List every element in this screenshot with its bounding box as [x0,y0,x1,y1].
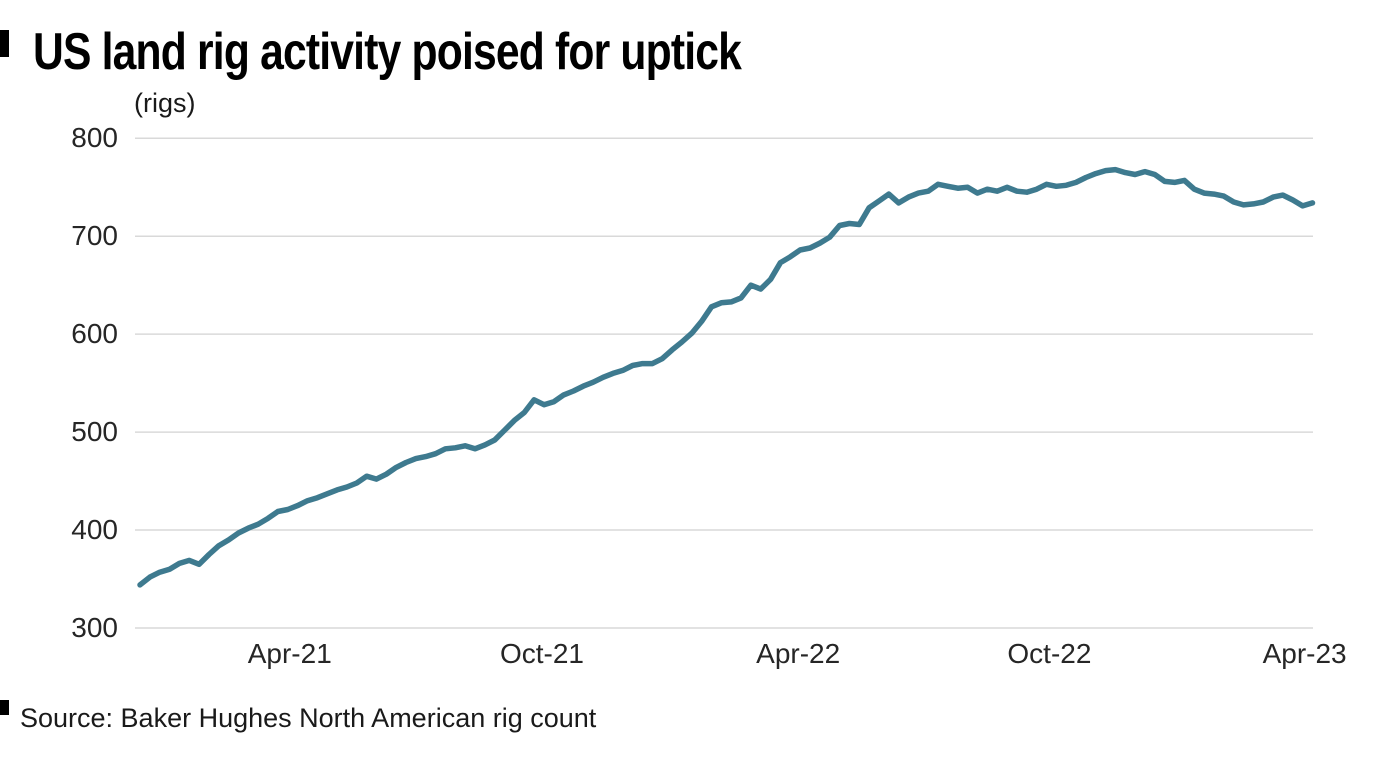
y-axis-tick-label-300: 300 [71,612,118,643]
y-axis-tick-label-800: 800 [71,122,118,154]
chart-title: US land rig activity poised for uptick [33,23,742,81]
y-axis-tick-label-500: 500 [71,416,118,448]
y-axis-tick-label-700: 700 [71,220,118,252]
y-axis-tick-label-600: 600 [71,318,118,350]
x-axis-tick-label-Oct-21: Oct-21 [499,638,584,669]
x-axis-tick-label-Apr-21: Apr-21 [247,638,332,669]
y-axis-units-label: (rigs) [134,88,196,118]
x-axis-tick-label-Apr-23: Apr-23 [1262,638,1347,669]
x-axis-tick-label-Apr-22: Apr-22 [756,638,841,669]
y-axis-tick-label-400: 400 [71,514,118,546]
left-edge-clipped-content [0,700,9,715]
source-caption: Source: Baker Hughes North American rig … [20,703,597,733]
rig-count-series-line [137,166,1316,588]
left-edge-clipped-content [0,30,9,57]
x-axis-tick-label-Oct-22: Oct-22 [1007,638,1092,669]
